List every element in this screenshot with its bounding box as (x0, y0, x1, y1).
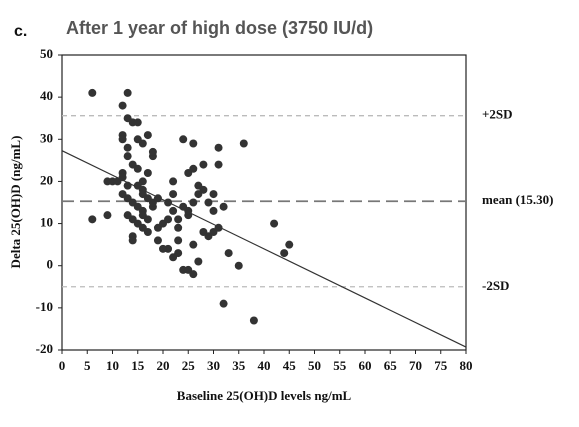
x-tick-label: 70 (409, 358, 422, 373)
y-tick-label: 50 (40, 46, 53, 61)
data-point (209, 190, 218, 199)
data-point (164, 215, 173, 224)
data-point (239, 139, 248, 148)
x-tick-label: 10 (106, 358, 119, 373)
reference-label: +2SD (482, 107, 513, 122)
data-point (118, 135, 127, 144)
data-point (174, 236, 183, 245)
x-tick-label: 0 (59, 358, 66, 373)
reference-label: mean (15.30) (482, 192, 554, 207)
data-point (118, 101, 127, 110)
y-tick-label: -20 (36, 341, 53, 356)
data-point (199, 185, 208, 194)
data-point (103, 211, 112, 220)
data-point (123, 143, 132, 152)
data-point (88, 215, 97, 224)
data-point (214, 223, 223, 232)
data-point (174, 215, 183, 224)
data-point (270, 219, 279, 228)
data-point (164, 198, 173, 207)
x-tick-label: 15 (131, 358, 145, 373)
x-tick-label: 75 (434, 358, 448, 373)
data-point (143, 169, 152, 177)
x-tick-label: 60 (359, 358, 372, 373)
data-point (153, 194, 162, 203)
data-point (189, 270, 198, 279)
data-point (280, 249, 289, 258)
x-tick-label: 80 (460, 358, 473, 373)
data-point (209, 206, 218, 215)
y-tick-label: 0 (47, 257, 54, 272)
reference-label: -2SD (482, 278, 509, 293)
data-point (214, 160, 223, 169)
y-tick-label: 10 (40, 215, 53, 230)
chart-title: After 1 year of high dose (3750 IU/d) (66, 18, 373, 38)
data-point (118, 173, 127, 182)
data-point (143, 131, 152, 140)
data-point (159, 244, 167, 253)
x-tick-label: 20 (157, 358, 170, 373)
panel-label: c. (14, 23, 27, 40)
data-point (234, 261, 243, 270)
data-point (174, 249, 183, 258)
x-tick-label: 55 (333, 358, 347, 373)
x-axis-label: Baseline 25(OH)D levels ng/mL (177, 388, 352, 403)
data-point (219, 202, 228, 211)
data-point (194, 257, 203, 266)
y-axis-label: Delta 25(OH)D (ng/mL) (8, 136, 23, 269)
data-point (153, 236, 162, 245)
data-point (285, 240, 294, 249)
data-point (133, 164, 142, 173)
data-point (169, 190, 178, 199)
x-tick-label: 50 (308, 358, 321, 373)
data-point (88, 88, 97, 97)
plot-frame (61, 54, 467, 351)
data-point (249, 316, 258, 325)
data-point (133, 118, 142, 127)
data-point (174, 223, 183, 232)
data-point (123, 181, 132, 190)
data-point (138, 223, 147, 232)
x-tick-label: 5 (84, 358, 91, 373)
data-point (143, 215, 152, 224)
x-tick-label: 65 (384, 358, 398, 373)
data-point (123, 152, 132, 161)
data-point (123, 88, 132, 97)
data-point (128, 236, 137, 245)
y-tick-label: 30 (40, 130, 53, 145)
data-point (219, 299, 228, 308)
data-point (148, 147, 157, 156)
y-tick-label: 20 (40, 172, 53, 187)
data-point (169, 177, 178, 186)
data-point (224, 249, 233, 258)
data-point (189, 198, 198, 207)
data-point (214, 143, 223, 152)
data-point (189, 139, 198, 148)
data-point (199, 160, 208, 169)
data-point (189, 164, 198, 173)
x-tick-label: 25 (182, 358, 196, 373)
data-point (169, 206, 178, 215)
x-tick-label: 35 (232, 358, 246, 373)
x-tick-label: 40 (258, 358, 271, 373)
data-point (133, 135, 142, 144)
y-tick-label: 40 (40, 88, 53, 103)
x-tick-label: 45 (283, 358, 297, 373)
y-tick-label: -10 (36, 299, 53, 314)
data-point (179, 135, 188, 144)
data-point (204, 198, 213, 207)
data-point (189, 240, 198, 249)
x-tick-label: 30 (207, 358, 220, 373)
data-point (184, 206, 193, 215)
